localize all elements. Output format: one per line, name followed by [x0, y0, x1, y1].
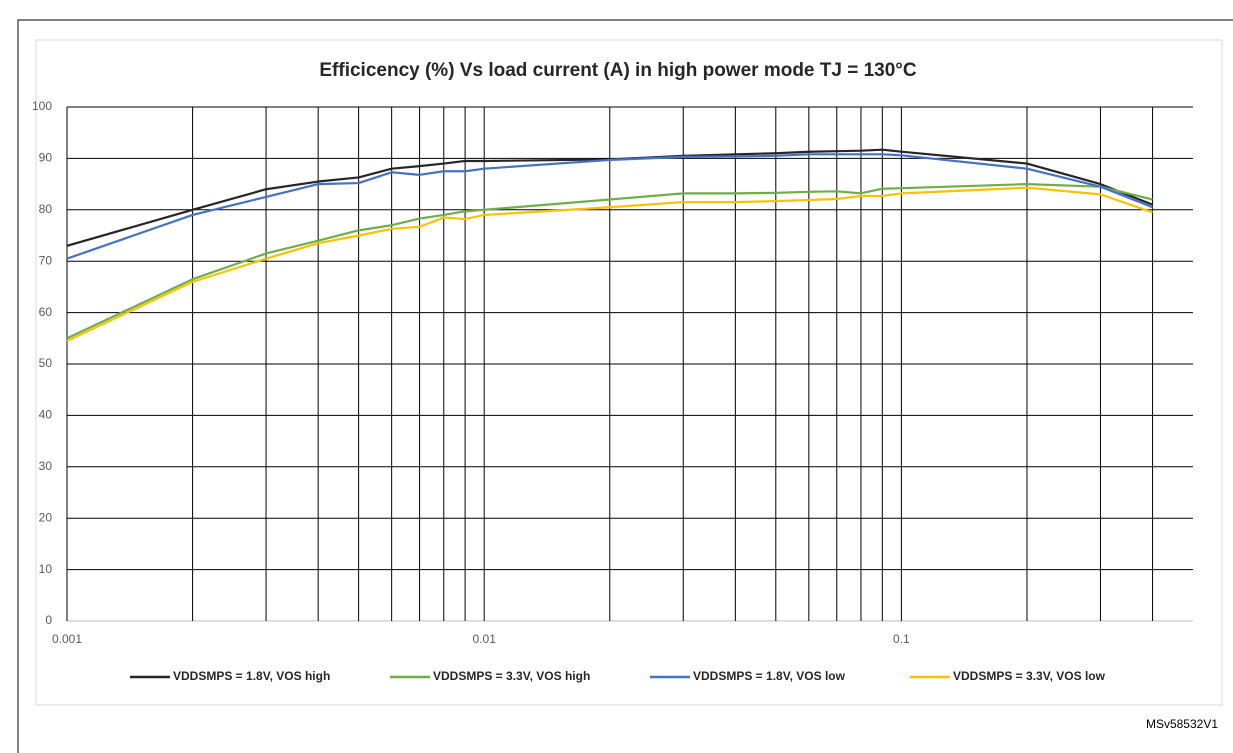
legend-label: VDDSMPS = 1.8V, VOS high	[173, 669, 330, 683]
y-tick-label: 60	[39, 305, 53, 319]
figure-frame	[17, 19, 1233, 753]
x-tick-label: 0.1	[893, 632, 910, 646]
y-tick-label: 80	[39, 202, 53, 216]
y-tick-label: 20	[39, 510, 53, 524]
x-tick-label: 0.001	[52, 632, 82, 646]
series-line	[66, 186, 1153, 342]
legend-label: VDDSMPS = 1.8V, VOS low	[693, 669, 846, 683]
chart-title: Efficicency (%) Vs load current (A) in h…	[319, 60, 917, 81]
series-line	[66, 153, 1153, 260]
y-tick-label: 50	[39, 356, 53, 370]
y-tick-label: 10	[39, 562, 53, 576]
y-tick-label: 90	[39, 151, 53, 165]
chart-frame	[35, 39, 1223, 706]
y-tick-label: 30	[39, 459, 53, 473]
y-tick-label: 40	[39, 408, 53, 422]
legend-label: VDDSMPS = 3.3V, VOS high	[433, 669, 590, 683]
legend-label: VDDSMPS = 3.3V, VOS low	[953, 669, 1106, 683]
x-tick-label: 0.01	[473, 632, 497, 646]
footnote: MSv58532V1	[1146, 717, 1218, 731]
y-tick-label: 0	[45, 613, 52, 627]
y-tick-label: 100	[32, 99, 52, 113]
y-tick-label: 70	[39, 253, 53, 267]
series-line	[66, 183, 1153, 340]
